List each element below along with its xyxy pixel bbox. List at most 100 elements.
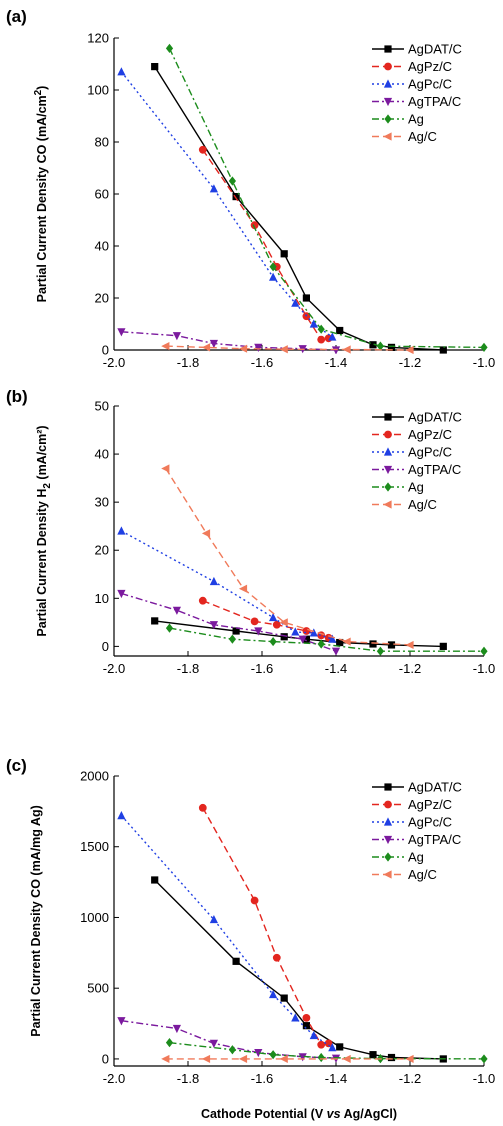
legend-marker (383, 79, 393, 88)
legend-marker (383, 465, 393, 475)
data-point (480, 646, 488, 656)
data-point (201, 1054, 211, 1064)
data-point (254, 627, 263, 636)
data-point (269, 636, 277, 647)
data-point (302, 627, 311, 635)
y-tick-label: 1500 (80, 839, 109, 854)
data-point (298, 1053, 307, 1062)
legend-label: AgTPA/C (408, 462, 461, 477)
data-point (309, 628, 318, 637)
data-point (250, 617, 259, 626)
data-point (309, 1030, 318, 1040)
data-point (387, 641, 396, 649)
legend-label: Ag/C (408, 497, 437, 512)
legend-marker (383, 835, 393, 845)
data-point (302, 294, 310, 302)
series-line-agpc-c (120, 71, 333, 338)
panel-3: (c) -2.0 -1.8 -1.6 -1.4 -1.2 -1.0 0 500 1000 1500 2… (6, 756, 495, 1086)
legend-marker (384, 114, 392, 124)
data-point (117, 328, 126, 337)
data-point (151, 876, 159, 884)
data-point (209, 184, 218, 193)
data-point (405, 640, 414, 650)
series-group (117, 464, 488, 656)
data-point (250, 221, 259, 230)
data-point (376, 341, 384, 351)
series-group (117, 43, 488, 354)
data-point (279, 1054, 288, 1064)
data-point (161, 464, 170, 473)
data-point (269, 1050, 277, 1060)
data-point (369, 1051, 377, 1059)
legend-label: AgPz/C (408, 59, 452, 74)
y-tick-label: 1000 (80, 910, 109, 925)
legend-marker (383, 97, 393, 107)
data-point (250, 896, 259, 905)
data-point (342, 637, 351, 646)
x-tick-label: -1.6 (251, 355, 273, 370)
x-tick-label: -1.2 (399, 1071, 421, 1086)
data-point (272, 620, 281, 629)
series-line-ag (168, 48, 485, 349)
data-point (198, 145, 207, 154)
legend-label: Ag (408, 480, 424, 495)
panel-1: (a) -2.0 -1.8 -1.6 -1.4 -1.2 -1.0 0 20 40 60 80 100 1… (6, 7, 495, 370)
data-point (232, 193, 240, 201)
y-axis-title: Partial Current Density H2 (mA/cm²) (35, 425, 53, 636)
panel-2: (b) -2.0 -1.8 -1.6 -1.4 -1.2 -1.0 0 10 20 30 40 50 Pa… (6, 387, 495, 676)
data-point (280, 250, 288, 258)
y-tick-label: 500 (87, 981, 109, 996)
y-axis-title: Partial Current Density CO (mA/mg Ag) (29, 805, 43, 1037)
data-point (117, 526, 126, 535)
data-point (117, 67, 126, 76)
data-point (165, 43, 174, 53)
legend-label: AgPz/C (408, 427, 452, 442)
data-point (336, 638, 344, 647)
data-point (328, 1043, 337, 1052)
y-tick-label: 2000 (80, 769, 109, 784)
data-point (279, 618, 288, 627)
x-tick-label: -2.0 (103, 355, 125, 370)
series-line-agpz-c (202, 807, 329, 1046)
legend-marker (384, 45, 392, 53)
data-point (279, 345, 288, 354)
y-tick-label: 40 (95, 447, 109, 462)
data-point (232, 627, 240, 635)
series-line-agdat-c (154, 879, 444, 1060)
legend-marker (384, 430, 392, 439)
data-point (238, 1054, 248, 1064)
x-tick-label: -1.0 (473, 355, 495, 370)
data-point (302, 1014, 311, 1022)
data-point (317, 335, 326, 344)
x-tick-label: -1.0 (473, 1071, 495, 1086)
data-point (302, 1022, 310, 1030)
data-point (238, 584, 248, 593)
data-point (291, 1013, 300, 1022)
data-point (331, 647, 341, 656)
y-tick-label: 0 (102, 1051, 109, 1066)
series-group (117, 803, 488, 1064)
legend-label: Ag/C (408, 867, 437, 882)
legend: AgDAT/C AgPz/C AgPc/C AgTPA/C Ag Ag/C (372, 42, 462, 144)
legend-label: AgPc/C (408, 445, 452, 460)
data-point (209, 621, 218, 630)
data-point (151, 63, 159, 71)
legend-label: AgPc/C (408, 815, 452, 830)
data-point (317, 1052, 325, 1063)
legend-label: AgDAT/C (408, 42, 462, 57)
series-line-agtpa-c (121, 592, 337, 652)
legend: AgDAT/C AgPz/C AgPc/C AgTPA/C Ag Ag/C (372, 780, 462, 882)
series-line-agpz-c (202, 149, 329, 341)
data-point (161, 342, 170, 351)
x-tick-label: -1.0 (473, 661, 495, 676)
data-point (376, 646, 384, 656)
data-point (309, 319, 318, 328)
data-point (280, 633, 288, 641)
legend-label: Ag/C (408, 129, 437, 144)
legend-marker (383, 870, 392, 879)
y-tick-label: 50 (95, 399, 109, 414)
data-point (117, 589, 126, 599)
x-tick-label: -2.0 (103, 1071, 125, 1086)
data-point (439, 346, 447, 354)
